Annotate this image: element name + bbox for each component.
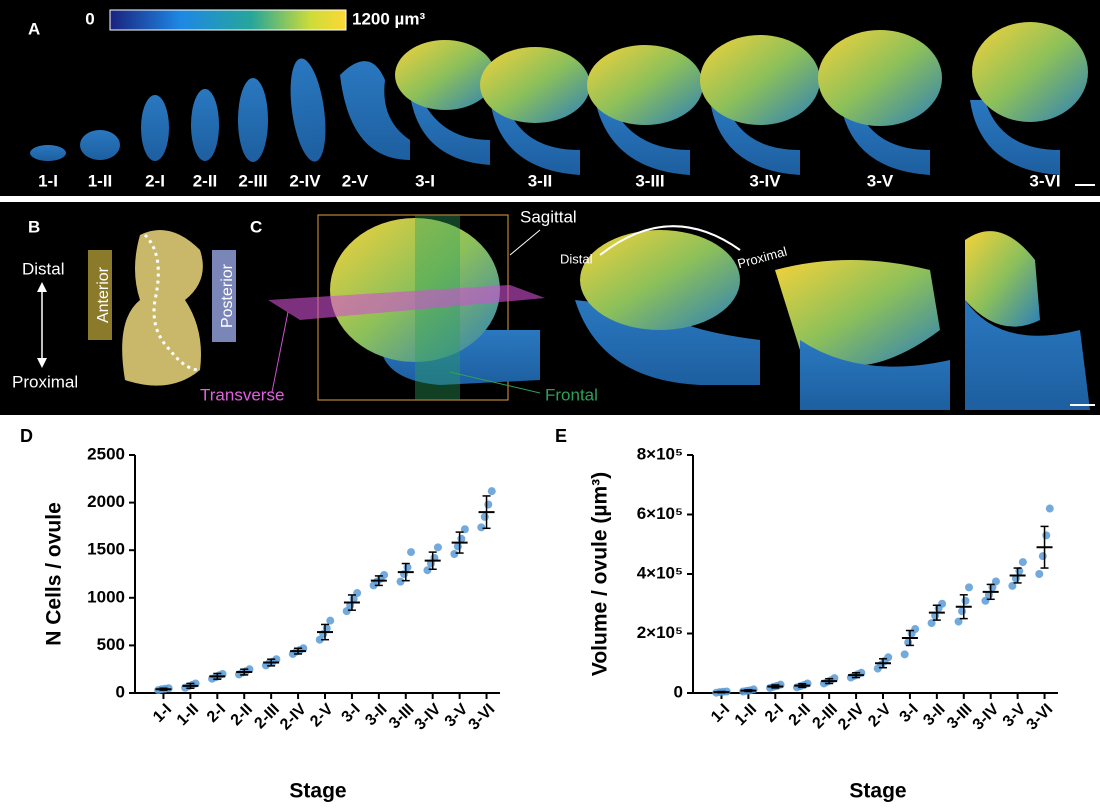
data-point — [938, 600, 946, 608]
x-tick-label: 3-VI — [1024, 701, 1057, 734]
anterior-label: Anterior — [95, 266, 112, 323]
data-point — [1042, 531, 1050, 539]
stage-label: 3-I — [415, 171, 435, 190]
axis-label: Proximal — [12, 372, 78, 391]
x-tick-label: 2-I — [204, 701, 229, 726]
x-tick-label: 2-V — [307, 701, 337, 731]
x-tick-label: 3-V — [1000, 701, 1030, 731]
data-point — [488, 487, 496, 495]
x-tick-label: 1-II — [732, 701, 760, 729]
colorbar-max: 1200 µm³ — [352, 9, 425, 28]
data-point — [434, 543, 442, 551]
x-tick-label: 1-I — [150, 701, 175, 726]
colorbar — [110, 10, 346, 30]
plane-label: Transverse — [200, 385, 284, 404]
data-point — [326, 617, 334, 625]
x-tick-label: 3-III — [944, 701, 976, 733]
figure: A 0 1200 µm³ B Distal Proximal Anterior … — [0, 0, 1100, 809]
data-point — [911, 625, 919, 633]
y-tick-label: 1500 — [87, 540, 125, 559]
colorbar-min: 0 — [85, 9, 94, 28]
stage-label: 3-V — [867, 171, 894, 190]
x-tick-label: 2-V — [865, 701, 895, 731]
data-point — [1035, 570, 1043, 578]
stage-label: 2-III — [238, 171, 267, 190]
data-point — [901, 650, 909, 658]
data-point — [958, 607, 966, 615]
y-tick-label: 0 — [116, 682, 125, 701]
data-point — [450, 550, 458, 558]
axis-label: Distal — [22, 259, 65, 278]
data-point — [484, 501, 492, 509]
y-tick-label: 2500 — [87, 444, 125, 463]
data-point — [397, 578, 405, 586]
panel-label: B — [28, 217, 40, 236]
posterior-label: Posterior — [219, 263, 236, 328]
y-tick-label: 6×10⁵ — [637, 504, 683, 523]
x-tick-label: 2-III — [251, 701, 283, 733]
x-tick-label: 3-IV — [970, 701, 1003, 734]
data-point — [884, 653, 892, 661]
stage-label: 3-VI — [1029, 171, 1060, 190]
section — [580, 230, 740, 330]
stage-label: 2-V — [342, 171, 369, 190]
x-axis-title: Stage — [849, 780, 906, 803]
y-tick-label: 4×10⁵ — [637, 563, 683, 582]
x-tick-label: 2-IV — [277, 701, 310, 734]
panel-label: A — [28, 19, 40, 38]
y-tick-label: 1000 — [87, 587, 125, 606]
data-point — [477, 523, 485, 531]
x-tick-label: 2-IV — [835, 701, 868, 734]
x-tick-label: 2-III — [809, 701, 841, 733]
plane-label: Sagittal — [520, 207, 577, 226]
stage-label: 2-II — [193, 171, 218, 190]
data-point — [962, 597, 970, 605]
x-tick-label: 3-II — [920, 701, 948, 729]
plane-label: Frontal — [545, 385, 598, 404]
data-point — [404, 563, 412, 571]
stage-label: 2-I — [145, 171, 165, 190]
x-tick-label: 1-I — [708, 701, 733, 726]
x-tick-label: 3-IV — [412, 701, 445, 734]
x-tick-label: 2-II — [228, 701, 256, 729]
data-point — [965, 583, 973, 591]
panel-label: D — [20, 426, 33, 446]
x-tick-label: 3-I — [897, 701, 922, 726]
direction-label: Distal — [560, 251, 593, 266]
x-tick-label: 2-II — [786, 701, 814, 729]
x-tick-label: 2-I — [762, 701, 787, 726]
data-point — [353, 589, 361, 597]
data-point — [481, 513, 489, 521]
data-point — [380, 571, 388, 579]
x-axis-title: Stage — [289, 780, 346, 803]
y-tick-label: 8×10⁵ — [637, 444, 683, 463]
data-point — [323, 624, 331, 632]
stage-label: 3-II — [528, 171, 553, 190]
data-point — [1046, 505, 1054, 513]
x-tick-label: 1-II — [174, 701, 202, 729]
y-axis-title: N Cells / ovule — [43, 502, 66, 646]
data-point — [1039, 552, 1047, 560]
stage-label: 2-IV — [289, 171, 321, 190]
data-point — [454, 542, 462, 550]
stage-label: 1-I — [38, 171, 58, 190]
panel-label: E — [555, 426, 567, 446]
x-tick-label: 3-II — [362, 701, 390, 729]
y-tick-label: 2000 — [87, 492, 125, 511]
x-tick-label: 3-VI — [466, 701, 499, 734]
data-point — [407, 548, 415, 556]
stage-label: 1-II — [88, 171, 113, 190]
x-tick-label: 3-III — [386, 701, 418, 733]
data-point — [457, 535, 465, 543]
y-axis-title: Volume / ovule (µm³) — [589, 472, 612, 676]
panel-label: C — [250, 217, 262, 236]
x-tick-label: 3-I — [339, 701, 364, 726]
y-tick-label: 2×10⁵ — [637, 623, 683, 642]
stage-label: 3-IV — [749, 171, 781, 190]
y-tick-label: 500 — [97, 635, 125, 654]
y-tick-label: 0 — [674, 682, 683, 701]
x-tick-label: 3-V — [442, 701, 472, 731]
data-point — [1019, 558, 1027, 566]
stage-label: 3-III — [635, 171, 664, 190]
